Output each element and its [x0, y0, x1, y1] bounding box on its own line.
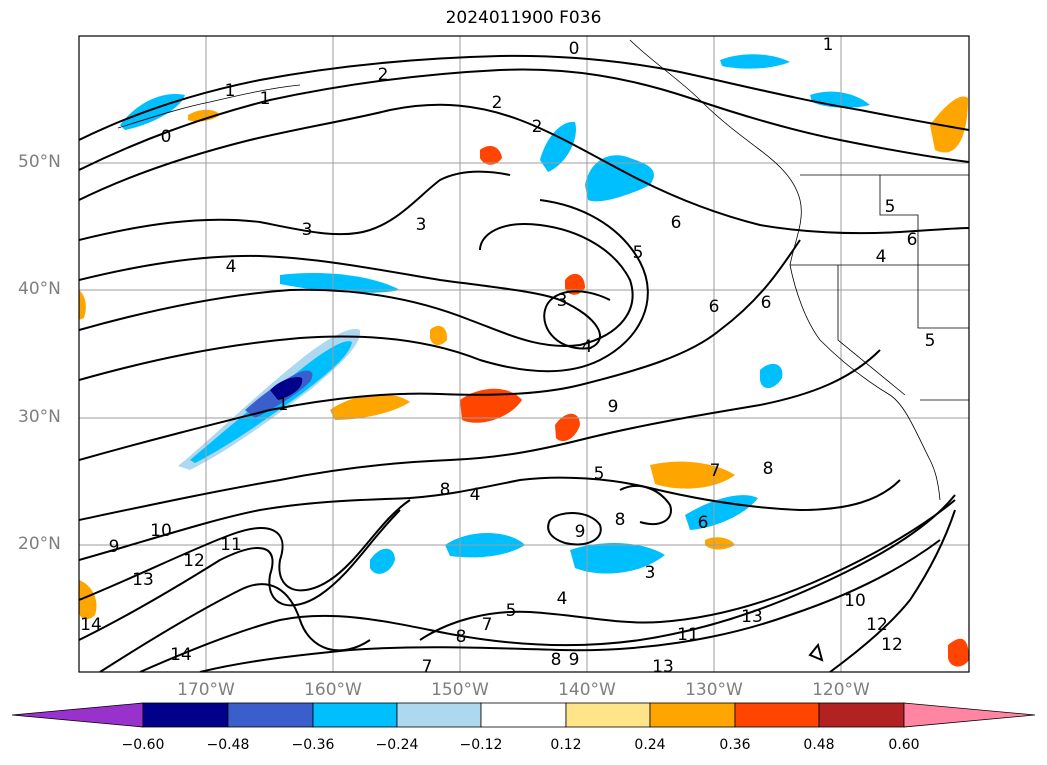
- colorbar-tick-label: −0.12: [459, 737, 503, 753]
- contour-label: 7: [422, 657, 433, 677]
- contour-label: 1: [225, 81, 236, 101]
- colorbar-tick-label: 0.12: [550, 737, 582, 753]
- contour-label: 11: [677, 625, 699, 645]
- colorbar-segment: [480, 702, 567, 728]
- contour-label: 1: [278, 395, 289, 415]
- contour-label: 5: [506, 601, 517, 621]
- latitude-label: 20°N: [18, 534, 61, 554]
- latitude-label: 40°N: [18, 279, 61, 299]
- colorbar-tick-label: −0.36: [291, 737, 335, 753]
- contour-label: 4: [470, 485, 481, 505]
- gridlines: [79, 36, 969, 672]
- colorbar-extend-left: [11, 702, 144, 728]
- colorbar-segment: [565, 702, 651, 728]
- colorbar-segment: [312, 702, 398, 728]
- longitude-label: 150°W: [431, 680, 489, 700]
- colorbar-segment: [142, 702, 229, 728]
- contour-label: 4: [557, 589, 568, 609]
- colorbar-tick-label: 0.24: [634, 737, 666, 753]
- contour-label: 5: [633, 243, 644, 263]
- contour-label: 1: [823, 35, 834, 55]
- colorbar-tick-label: −0.24: [375, 737, 419, 753]
- contour-label: 12: [881, 635, 903, 655]
- contour-label: 6: [698, 513, 709, 533]
- latitude-label: 50°N: [18, 152, 61, 172]
- contour-label: 8: [440, 480, 451, 500]
- contour-label: 6: [709, 297, 720, 317]
- contour-label: 5: [594, 464, 605, 484]
- contour-label: 5: [925, 331, 936, 351]
- contour-label: 7: [710, 461, 721, 481]
- contour-label: 9: [608, 397, 619, 417]
- contour-label: 12: [183, 551, 205, 571]
- contour-label: 13: [741, 607, 763, 627]
- contour-labels: 0 0 1 1 1 1 2 2 2 3 3 3 3 4 4 4 4 4 5 5 …: [80, 35, 936, 677]
- colorbar-segment: [734, 702, 820, 728]
- contour-label: 8: [763, 459, 774, 479]
- colorbar-tick-label: 0.48: [803, 737, 835, 753]
- contour-label: 4: [582, 337, 593, 357]
- contour-label: 9: [109, 537, 120, 557]
- contour-label: 2: [378, 65, 389, 85]
- colorbar-tick-label: 0.36: [719, 737, 751, 753]
- longitude-label: 130°W: [685, 680, 743, 700]
- contour-label: 6: [671, 213, 682, 233]
- colorbar-segment: [818, 702, 905, 728]
- contour-label: 6: [907, 230, 918, 250]
- colorbar: [11, 702, 1036, 728]
- contour-label: 0: [161, 127, 172, 147]
- longitude-label: 170°W: [177, 680, 235, 700]
- contour-label: 9: [569, 650, 580, 670]
- plot-area: [79, 36, 969, 672]
- contour-label: 3: [557, 291, 568, 311]
- colorbar-segment: [227, 702, 314, 728]
- contour-label: 8: [551, 650, 562, 670]
- contour-label: 6: [761, 293, 772, 313]
- colorbar-extend-right: [903, 702, 1036, 728]
- contour-label: 14: [80, 615, 102, 635]
- contour-label: 3: [416, 215, 427, 235]
- contour-label: 13: [652, 657, 674, 677]
- contour-label: 8: [456, 627, 467, 647]
- contour-label: 4: [876, 247, 887, 267]
- contour-label: 3: [302, 220, 313, 240]
- contour-label: 0: [569, 39, 580, 59]
- contour-label: 14: [170, 645, 192, 665]
- coastlines: [117, 39, 969, 501]
- contour-label: 10: [844, 591, 866, 611]
- contour-label: 8: [615, 510, 626, 530]
- contour-label: 9: [575, 522, 586, 542]
- colorbar-segment: [649, 702, 736, 728]
- contour-lines: [79, 54, 969, 672]
- colorbar-segment: [396, 702, 482, 728]
- contour-label: 1: [260, 89, 271, 109]
- contour-label: 7: [482, 615, 493, 635]
- contour-label: 2: [492, 93, 503, 113]
- contour-label: 12: [866, 615, 888, 635]
- contour-label: 2: [532, 117, 543, 137]
- colorbar-tick-label: −0.60: [121, 737, 165, 753]
- shaded-anomaly-regions: [79, 54, 969, 667]
- contour-label: 3: [645, 563, 656, 583]
- colorbar-tick-label: −0.48: [206, 737, 250, 753]
- contour-label: 13: [132, 570, 154, 590]
- plot-frame: [78, 35, 970, 673]
- contour-label: 11: [220, 535, 242, 555]
- map-title: 2024011900 F036: [445, 8, 602, 28]
- colorbar-tick-label: 0.60: [888, 737, 920, 753]
- contour-label: 4: [226, 257, 237, 277]
- longitude-label: 160°W: [304, 680, 362, 700]
- longitude-label: 120°W: [812, 680, 870, 700]
- longitude-label: 140°W: [558, 680, 616, 700]
- contour-label: 5: [885, 197, 896, 217]
- contour-label: 10: [150, 521, 172, 541]
- latitude-label: 30°N: [18, 407, 61, 427]
